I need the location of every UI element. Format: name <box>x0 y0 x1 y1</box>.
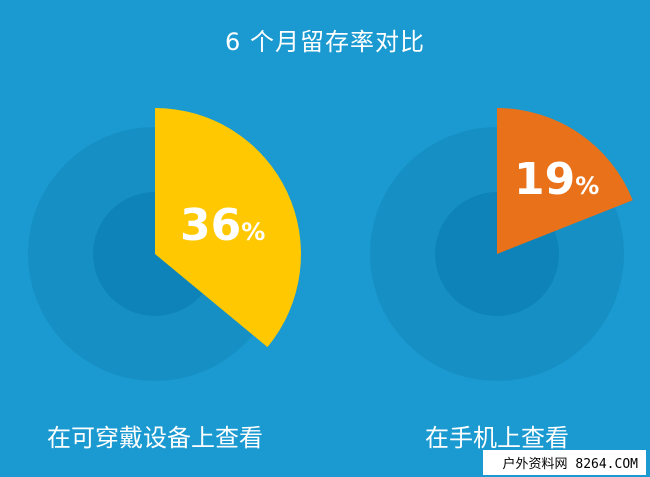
pie-slice-phone <box>497 108 633 254</box>
watermark: 户外资料网 8264.COM <box>482 450 646 475</box>
category-label-wearable: 在可穿戴设备上查看 <box>47 424 263 452</box>
value-label-phone: 19% <box>514 154 600 205</box>
category-label-phone: 在手机上查看 <box>425 424 569 452</box>
pie-slice-wearable <box>155 108 301 348</box>
chart-title: 6 个月留存率对比 <box>225 28 425 56</box>
value-label-wearable: 36% <box>180 200 266 251</box>
